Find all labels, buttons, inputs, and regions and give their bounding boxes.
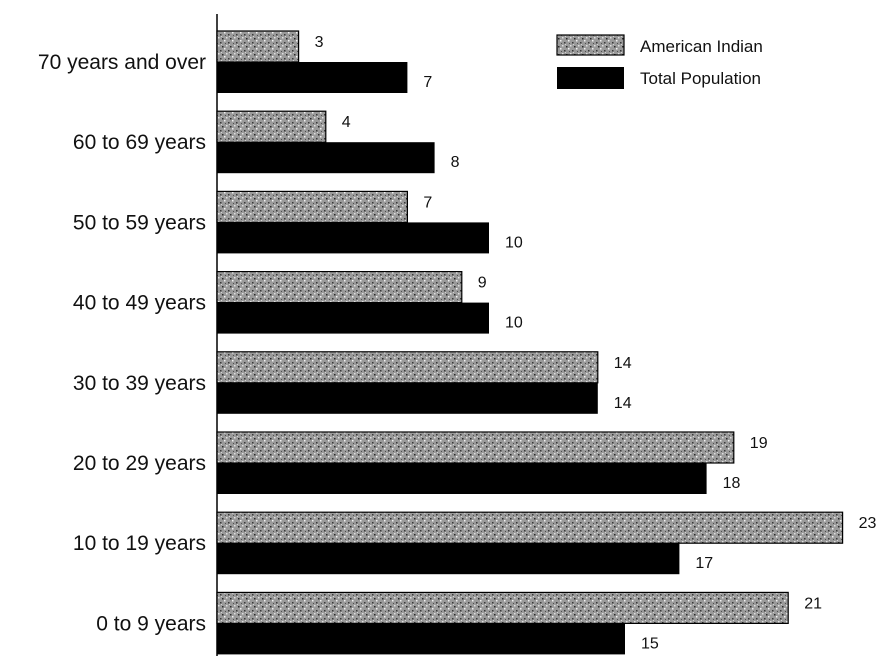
bar-total-population-30-to-39-years [217, 382, 598, 414]
bar-total-population-0-to-9-years [217, 623, 625, 655]
value-label-total-population-60-to-69-years: 8 [451, 154, 460, 171]
bar-american-indian-30-to-39-years [216, 351, 599, 384]
legend-swatch-total-population [557, 67, 624, 89]
value-label-total-population-70-years-and-over: 7 [423, 74, 432, 91]
bar-american-indian-20-to-29-years [216, 431, 735, 464]
value-label-total-population-30-to-39-years: 14 [614, 395, 632, 412]
legend-swatch-american-indian [556, 34, 625, 56]
bar-total-population-10-to-19-years [217, 543, 680, 575]
bars-group [216, 30, 844, 655]
legend: American Indian Total Population [556, 34, 763, 89]
bar-total-population-50-to-59-years [217, 222, 489, 254]
category-label-70-years-and-over: 70 years and over [38, 51, 206, 74]
category-label-20-to-29-years: 20 to 29 years [73, 452, 206, 475]
value-label-total-population-10-to-19-years: 17 [695, 555, 713, 572]
bar-american-indian-40-to-49-years [216, 271, 463, 304]
value-label-american-indian-10-to-19-years: 23 [859, 515, 877, 532]
value-label-american-indian-30-to-39-years: 14 [614, 355, 632, 372]
bar-total-population-20-to-29-years [217, 463, 707, 494]
bar-american-indian-0-to-9-years [216, 591, 789, 625]
value-label-american-indian-70-years-and-over: 3 [315, 34, 324, 51]
bar-total-population-70-years-and-over [217, 62, 408, 93]
bar-total-population-60-to-69-years [217, 142, 435, 174]
category-label-40-to-49-years: 40 to 49 years [73, 292, 206, 315]
bar-american-indian-70-years-and-over [216, 30, 300, 63]
category-label-30-to-39-years: 30 to 39 years [73, 372, 206, 395]
value-label-american-indian-20-to-29-years: 19 [750, 435, 768, 452]
value-label-american-indian-40-to-49-years: 9 [478, 275, 487, 292]
value-label-total-population-50-to-59-years: 10 [505, 234, 523, 251]
category-labels: 70 years and over 60 to 69 years 50 to 59 … [38, 51, 206, 635]
bar-american-indian-60-to-69-years [216, 110, 327, 143]
bar-american-indian-50-to-59-years [216, 190, 408, 223]
bar-american-indian-10-to-19-years [216, 511, 844, 544]
legend-label-american-indian: American Indian [640, 37, 763, 56]
category-label-10-to-19-years: 10 to 19 years [73, 532, 206, 555]
value-label-american-indian-50-to-59-years: 7 [423, 194, 432, 211]
value-label-total-population-0-to-9-years: 15 [641, 635, 659, 652]
value-label-total-population-40-to-49-years: 10 [505, 315, 523, 332]
value-labels: 3 7 4 8 7 10 9 10 14 14 19 18 23 17 21 15 [315, 34, 877, 652]
value-label-american-indian-60-to-69-years: 4 [342, 114, 351, 131]
bar-total-population-40-to-49-years [217, 302, 489, 334]
category-label-60-to-69-years: 60 to 69 years [73, 131, 206, 154]
legend-label-total-population: Total Population [640, 69, 761, 88]
value-label-american-indian-0-to-9-years: 21 [804, 595, 822, 612]
value-label-total-population-20-to-29-years: 18 [723, 475, 741, 492]
category-label-50-to-59-years: 50 to 59 years [73, 211, 206, 234]
category-label-0-to-9-years: 0 to 9 years [96, 612, 206, 635]
